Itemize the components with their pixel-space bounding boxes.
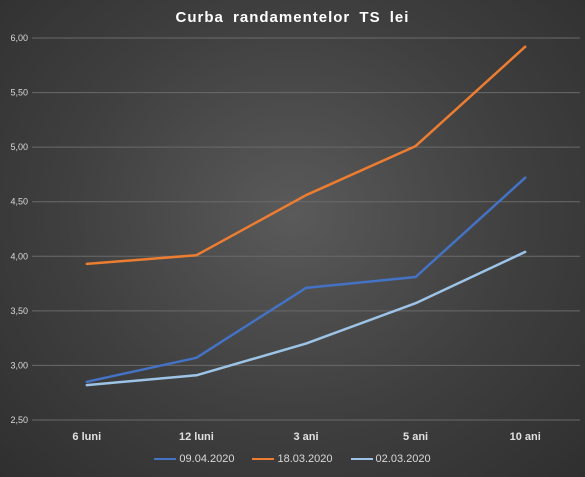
y-tick-label-5: 5,00	[10, 142, 28, 152]
x-tick-label-0: 6 luni	[72, 431, 101, 443]
y-tick-label-4: 4,50	[10, 197, 28, 207]
legend-label-1: 18.03.2020	[277, 453, 333, 465]
series-line-0	[85, 176, 527, 384]
legend-label-2: 02.03.2020	[375, 453, 431, 465]
legend-swatch-1	[252, 458, 275, 460]
legend-item-0: 09.04.2020	[154, 453, 234, 465]
y-tick-label-6: 5,50	[10, 88, 28, 98]
legend-swatch-2	[350, 458, 373, 460]
chart-title: Curba randamentelor TS lei	[175, 9, 410, 26]
legend-swatch-0	[154, 458, 177, 460]
y-tick-label-0: 2,50	[10, 415, 28, 425]
y-tick-label-7: 6,00	[10, 33, 28, 43]
y-tick-label-2: 3,50	[10, 306, 28, 316]
legend: 09.04.2020 18.03.2020 02.03.2020	[0, 453, 585, 465]
legend-item-1: 18.03.2020	[252, 453, 333, 465]
x-tick-label-4: 10 ani	[510, 431, 541, 443]
y-tick-label-3: 4,00	[10, 251, 28, 261]
legend-label-0: 09.04.2020	[179, 453, 235, 465]
x-tick-label-3: 5 ani	[403, 431, 428, 443]
x-tick-label-1: 12 luni	[179, 431, 214, 443]
y-tick-label-1: 3,00	[10, 360, 28, 370]
series-line-1	[85, 45, 527, 266]
x-tick-label-2: 3 ani	[293, 431, 318, 443]
legend-item-2: 02.03.2020	[350, 453, 431, 465]
